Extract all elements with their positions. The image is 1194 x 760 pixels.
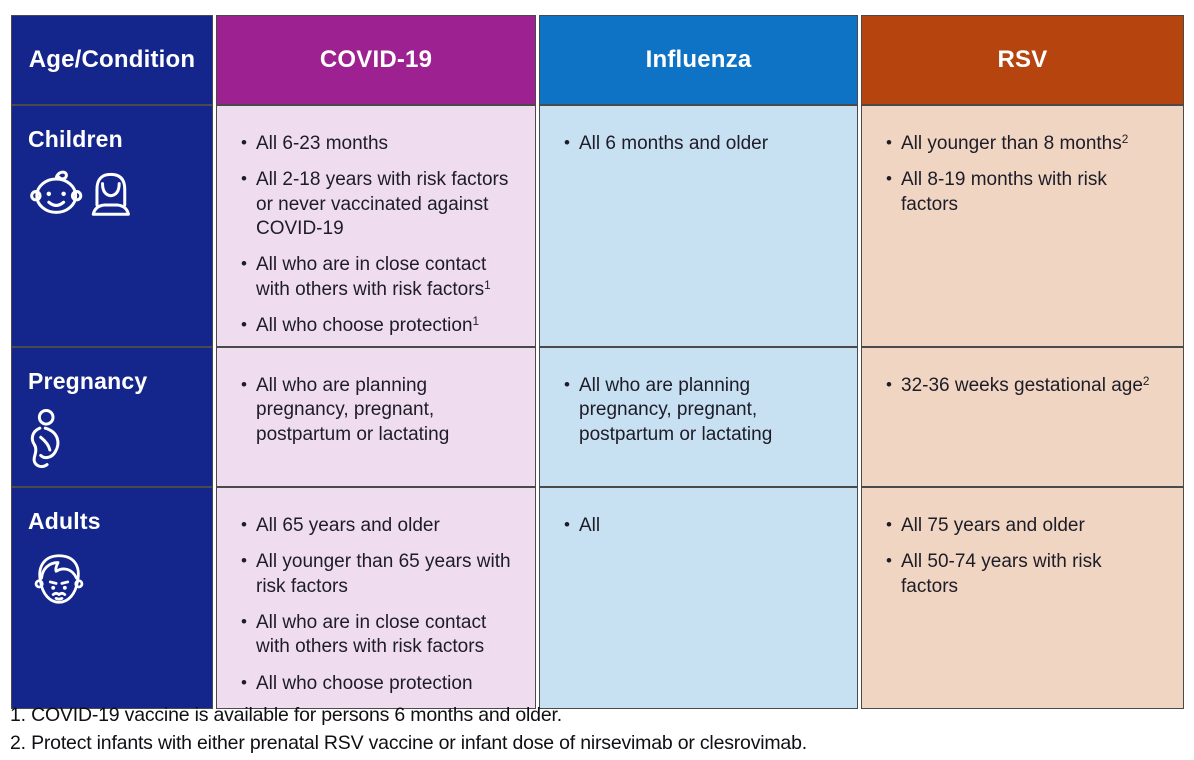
footnote-1: 1. COVID-19 vaccine is available for per… — [10, 704, 562, 726]
pregnancy-covid-cell: All who are planning pregnancy, pregnant… — [216, 347, 536, 487]
children-influenza-list: All 6 months and older — [562, 132, 843, 156]
vaccine-table: Age/Condition COVID-19 Influenza RSV Chi… — [11, 15, 1184, 709]
children-rsv-list: All younger than 8 months2 All 8-19 mont… — [884, 132, 1169, 217]
adults-rsv-cell: All 75 years and older All 50-74 years w… — [861, 487, 1184, 709]
header-covid19: COVID-19 — [216, 15, 536, 105]
adults-influenza-cell: All — [539, 487, 858, 709]
children-covid-list: All 6-23 months All 2-18 years with risk… — [239, 132, 521, 338]
bullet-item: All 6-23 months — [239, 132, 513, 156]
bullet-item: All 65 years and older — [239, 514, 513, 538]
children-covid-cell: All 6-23 months All 2-18 years with risk… — [216, 105, 536, 347]
bullet-item: All who are planning pregnancy, pregnant… — [562, 374, 836, 447]
bullet-item: All who are planning pregnancy, pregnant… — [239, 374, 513, 447]
pregnancy-rsv-cell: 32-36 weeks gestational age2 — [861, 347, 1184, 487]
header-influenza: Influenza — [539, 15, 858, 105]
pregnancy-influenza-list: All who are planning pregnancy, pregnant… — [562, 374, 843, 447]
row-children-label-cell: Children — [11, 105, 213, 347]
row-label-children: Children — [28, 126, 123, 152]
adults-covid-cell: All 65 years and older All younger than … — [216, 487, 536, 709]
bullet-item: All 6 months and older — [562, 132, 836, 156]
adults-influenza-list: All — [562, 514, 843, 538]
adults-covid-list: All 65 years and older All younger than … — [239, 514, 521, 696]
row-label-adults: Adults — [28, 508, 101, 534]
adults-icon — [28, 549, 202, 611]
children-icon — [28, 167, 202, 217]
bullet-item: All younger than 8 months2 — [884, 132, 1158, 156]
row-label-pregnancy: Pregnancy — [28, 368, 148, 394]
bullet-item: All 50-74 years with risk factors — [884, 550, 1158, 599]
bullet-item: All who are in close contact with others… — [239, 253, 513, 302]
pregnancy-covid-list: All who are planning pregnancy, pregnant… — [239, 374, 521, 447]
bullet-item: 32-36 weeks gestational age2 — [884, 374, 1158, 398]
bullet-item: All who choose protection — [239, 672, 513, 696]
pregnancy-rsv-list: 32-36 weeks gestational age2 — [884, 374, 1169, 398]
bullet-item: All who are in close contact with others… — [239, 611, 513, 660]
bullet-item: All 2-18 years with risk factors or neve… — [239, 168, 513, 241]
header-age-condition: Age/Condition — [11, 15, 213, 105]
footnotes: 1. COVID-19 vaccine is available for per… — [10, 701, 807, 758]
bullet-item: All who choose protection1 — [239, 314, 513, 338]
children-rsv-cell: All younger than 8 months2 All 8-19 mont… — [861, 105, 1184, 347]
children-influenza-cell: All 6 months and older — [539, 105, 858, 347]
pregnancy-influenza-cell: All who are planning pregnancy, pregnant… — [539, 347, 858, 487]
adults-rsv-list: All 75 years and older All 50-74 years w… — [884, 514, 1169, 599]
bullet-item: All — [562, 514, 836, 538]
bullet-item: All younger than 65 years with risk fact… — [239, 550, 513, 599]
bullet-item: All 75 years and older — [884, 514, 1158, 538]
footnote-2: 2. Protect infants with either prenatal … — [10, 732, 807, 755]
pregnancy-icon — [28, 409, 202, 471]
row-pregnancy-label-cell: Pregnancy — [11, 347, 213, 487]
bullet-item: All 8-19 months with risk factors — [884, 168, 1158, 217]
row-adults-label-cell: Adults — [11, 487, 213, 709]
header-rsv: RSV — [861, 15, 1184, 105]
